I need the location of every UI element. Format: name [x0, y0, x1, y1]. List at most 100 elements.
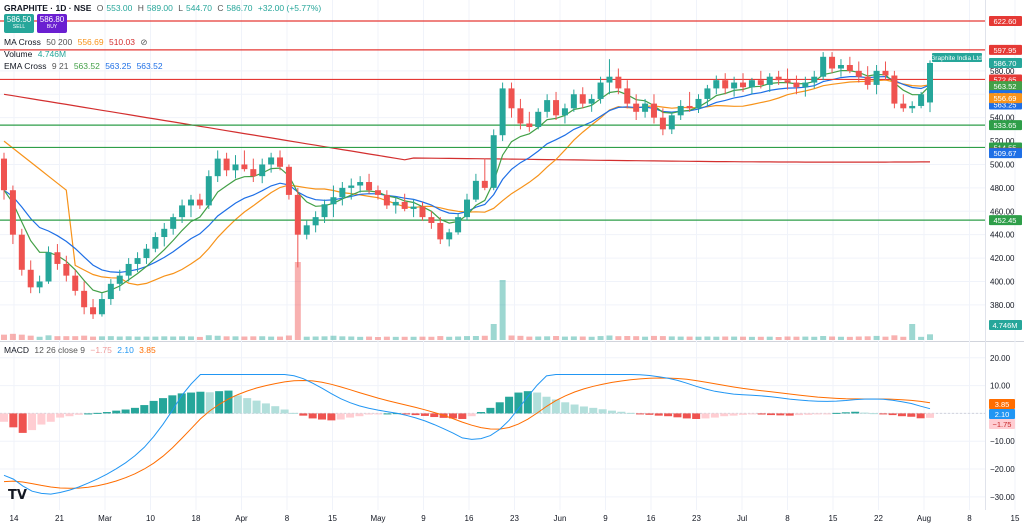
candle-body [116, 275, 123, 284]
candle-body [45, 252, 52, 282]
candle-body [205, 176, 212, 206]
candle-body [357, 182, 364, 186]
macd-histogram-bar [168, 395, 177, 414]
candle-body [285, 166, 292, 195]
ma-cross-legend[interactable]: MA Cross 50 200 556.69 510.03 ⊘ [4, 37, 150, 48]
macd-histogram-bar [65, 413, 74, 417]
macd-histogram-bar [56, 413, 65, 418]
open-value: 553.00 [106, 3, 133, 13]
macd-histogram-bar [130, 407, 139, 414]
candle-body [811, 76, 818, 83]
candlesticks [1, 52, 933, 319]
volume-bar [134, 336, 141, 340]
volume-bar [579, 336, 586, 340]
horizontal-levels[interactable] [0, 20, 985, 221]
macd-histogram-bar [233, 395, 242, 414]
macd-histogram-bar [645, 413, 654, 415]
macd-histogram-bar [140, 405, 149, 414]
change-value: +32.00 (+5.77%) [257, 3, 322, 13]
candle-body [134, 258, 141, 264]
macd-histogram-bar [523, 391, 532, 414]
moving-average-lines [3, 70, 931, 294]
macd-histogram-bar [907, 413, 916, 417]
volume-bar [704, 336, 711, 340]
volume-bar [312, 336, 319, 340]
candle-body [401, 201, 408, 209]
macd-histogram-bar [495, 402, 504, 414]
macd-histogram-bar [336, 413, 345, 420]
volume-bar [63, 336, 70, 340]
volume-bar [143, 336, 150, 340]
volume-bars [1, 262, 933, 340]
candle-body [633, 103, 640, 112]
volume-bar [196, 336, 203, 340]
macd-histogram-bar [271, 406, 280, 414]
candle-body [98, 299, 105, 315]
symbol-tag[interactable] [932, 53, 982, 63]
candle-body [526, 123, 533, 128]
volume-bar [731, 336, 738, 340]
volume-bar [357, 336, 364, 340]
level-price-tag [989, 215, 1022, 226]
ma-50-line [3, 79, 931, 286]
sell-label: SELL [12, 24, 26, 30]
volume-bar [882, 336, 889, 340]
macd-histogram-bar [579, 406, 588, 414]
buy-button[interactable]: 586.80 BUY [37, 14, 67, 33]
macd-histogram-bar [729, 413, 738, 416]
macd-histogram-bar [93, 412, 102, 414]
volume-bar [259, 336, 266, 340]
volume-bar [419, 336, 426, 340]
volume-legend[interactable]: Volume 4.746M [4, 49, 69, 59]
macd-histogram-bar [505, 396, 514, 414]
grid-lines [0, 0, 1024, 510]
candle-body [748, 80, 755, 88]
volume-bar [606, 335, 613, 340]
macd-histogram-bar [664, 413, 673, 417]
candle-body [446, 232, 453, 240]
ema-cross-v1: 563.52 [73, 61, 100, 71]
time-axis[interactable]: 14 21 Mar 10 18 Apr 8 15 May 9 16 23 Jun 9 16 23 Jul 8 15 2… [10, 514, 1020, 523]
ema-cross-legend[interactable]: EMA Cross 9 21 563.52 563.25 563.52 [4, 61, 166, 71]
macd-histogram-bar [215, 391, 224, 414]
macd-histogram-bar [430, 413, 439, 418]
candle-body [642, 103, 649, 112]
candle-body [481, 180, 488, 188]
candle-body [740, 82, 747, 88]
price-axis[interactable]: 380.00 400.00 420.00 440.00 460.00 480.00 500.… [930, 16, 1022, 502]
eye-off-icon[interactable]: ⊘ [140, 37, 148, 47]
volume-bar [277, 336, 284, 340]
macd-histogram-bar [243, 398, 252, 414]
candle-body [561, 108, 568, 116]
macd-value-tag-label: 3.85 [995, 400, 1010, 409]
macd-histogram-bar [551, 399, 560, 414]
tradingview-logo[interactable]: TV [8, 488, 27, 503]
macd-histogram-bar [795, 413, 804, 416]
volume-bar [615, 336, 622, 340]
level-price-tag-label: 533.65 [994, 121, 1017, 130]
candle-body [713, 80, 720, 89]
macd-histogram-bar [187, 392, 196, 414]
level-price-tag [989, 120, 1022, 131]
macd-histogram-bar [18, 413, 27, 433]
sell-button[interactable]: 586.50 SELL [4, 14, 34, 33]
low-value: 544.70 [186, 3, 212, 13]
volume-bar [36, 336, 43, 340]
candle-body [864, 76, 871, 85]
macd-histogram-bar [46, 413, 55, 422]
macd-legend[interactable]: MACD 12 26 close 9 −1.75 2.10 3.85 [4, 345, 159, 355]
macd-histogram-bar [533, 392, 542, 414]
macd-histogram-bar [318, 413, 327, 420]
candle-body [829, 56, 836, 69]
time-tick-label: 22 [874, 514, 883, 523]
time-tick-label: 15 [328, 514, 337, 523]
ma-cross-v2: 510.03 [108, 37, 135, 47]
candle-body [918, 94, 925, 106]
volume-bar [722, 336, 729, 340]
volume-bar [472, 336, 479, 340]
volume-bar [481, 335, 488, 340]
macd-v3: 3.85 [139, 345, 156, 355]
volume-bar [18, 334, 25, 340]
macd-histogram-bar [589, 407, 598, 414]
